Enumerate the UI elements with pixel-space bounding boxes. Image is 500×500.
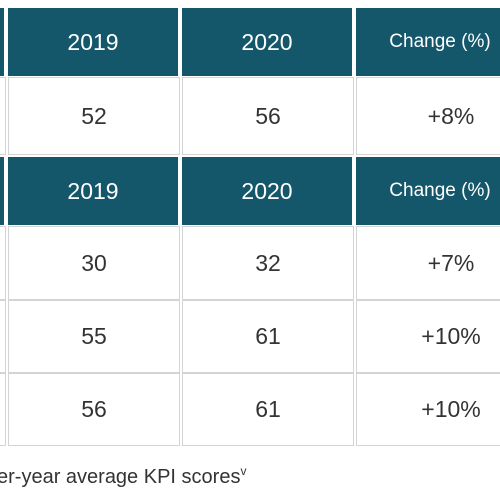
caption-text: er-year average KPI scores xyxy=(0,466,241,488)
data-cell: 30 xyxy=(8,226,180,300)
header-cell: 2020 xyxy=(182,157,352,225)
caption: er-year average KPI scoresv xyxy=(0,464,246,489)
header-cell: 2019 xyxy=(8,157,178,225)
data-cell: +8% xyxy=(356,77,500,155)
header-cell: 2020 xyxy=(182,8,352,76)
data-cell xyxy=(0,77,6,155)
data-cell: 52 xyxy=(8,77,180,155)
header-cell xyxy=(0,8,4,76)
header-cell xyxy=(0,157,4,225)
data-cell: +10% xyxy=(356,300,500,373)
data-cell: 61 xyxy=(182,300,354,373)
data-cell xyxy=(0,373,6,446)
data-cell: +10% xyxy=(356,373,500,446)
data-cell xyxy=(0,226,6,300)
header-cell: Change (%) xyxy=(356,8,500,76)
data-cell: 55 xyxy=(8,300,180,373)
header-cell: 2019 xyxy=(8,8,178,76)
caption-superscript: v xyxy=(240,464,247,478)
data-cell: +7% xyxy=(356,226,500,300)
data-cell: 56 xyxy=(8,373,180,446)
header-cell: Change (%) xyxy=(356,157,500,225)
data-cell: 56 xyxy=(182,77,354,155)
data-cell: 32 xyxy=(182,226,354,300)
data-cell xyxy=(0,300,6,373)
data-cell: 61 xyxy=(182,373,354,446)
